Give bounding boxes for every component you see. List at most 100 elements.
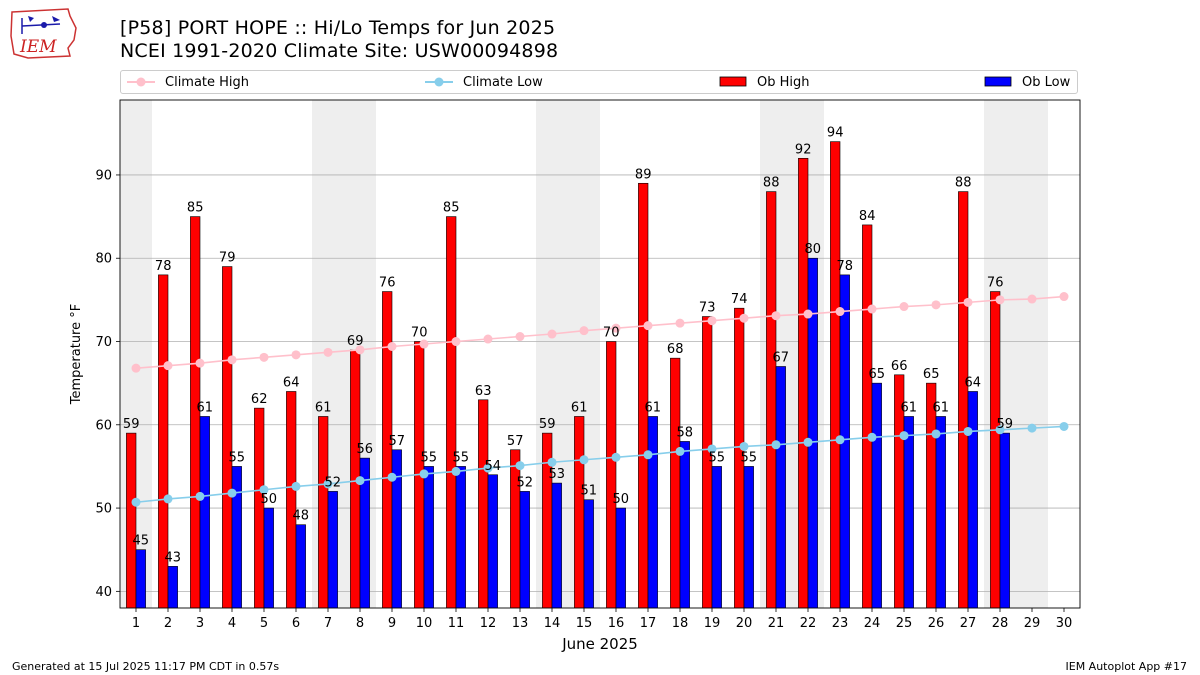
legend-label-ob-low: Ob Low (1022, 74, 1071, 90)
ob-high-bar (606, 341, 617, 608)
ob-low-bar (775, 366, 786, 608)
legend-item-ob-low: Ob Low (984, 71, 1070, 93)
y-axis-label: Temperature °F (69, 304, 84, 405)
ob-low-label: 57 (389, 434, 406, 449)
ob-high-bar (990, 291, 1001, 608)
ob-high-label: 59 (123, 417, 140, 432)
ob-high-label: 79 (219, 251, 236, 266)
x-tick-label: 7 (324, 616, 332, 631)
x-tick-label: 30 (1056, 616, 1073, 631)
ob-low-label: 52 (517, 475, 534, 490)
ob-low-bar (615, 507, 626, 608)
legend-swatch-climate-high (127, 77, 155, 87)
x-tick-label: 26 (928, 616, 945, 631)
climate-low-point (419, 469, 429, 479)
legend-item-climate-low: Climate Low (425, 71, 543, 93)
ob-low-bar (807, 257, 818, 608)
x-tick-label: 25 (896, 616, 913, 631)
ob-low-label: 61 (933, 400, 950, 415)
ob-high-bar (158, 274, 169, 608)
climate-high-point (291, 350, 301, 360)
legend-item-ob-high: Ob High (719, 71, 810, 93)
ob-high-bar (638, 182, 649, 608)
climate-low-point (163, 494, 173, 504)
x-tick-label: 8 (356, 616, 364, 631)
ob-low-label: 52 (325, 475, 342, 490)
ob-low-label: 61 (197, 400, 214, 415)
x-tick-label: 3 (196, 616, 204, 631)
x-tick-label: 2 (164, 616, 172, 631)
app-credit: IEM Autoplot App #17 (1065, 660, 1188, 673)
x-tick-label: 16 (608, 616, 625, 631)
x-tick-label: 4 (228, 616, 236, 631)
ob-low-bar (967, 391, 978, 608)
ob-low-label: 78 (837, 259, 854, 274)
climate-low-point (291, 481, 301, 491)
ob-low-bar (391, 449, 402, 608)
chart-legend: Climate High Climate Low Ob High Ob Low (120, 70, 1078, 94)
ob-high-label: 65 (923, 367, 940, 382)
x-tick-label: 22 (800, 616, 817, 631)
climate-high-point (963, 297, 973, 307)
x-tick-label: 21 (768, 616, 785, 631)
climate-high-point (355, 345, 365, 355)
climate-low-point (835, 435, 845, 445)
climate-low-point (195, 491, 205, 501)
climate-high-point (579, 326, 589, 336)
ob-low-bar (903, 416, 914, 608)
climate-high-point (1027, 294, 1037, 304)
climate-high-point (995, 295, 1005, 305)
ob-high-bar (670, 357, 681, 608)
ob-low-label: 59 (997, 417, 1014, 432)
climate-low-point (1059, 421, 1069, 431)
climate-low-point (483, 463, 493, 473)
climate-high-point (163, 361, 173, 371)
ob-low-label: 51 (581, 484, 598, 499)
climate-low-point (1027, 423, 1037, 433)
ob-low-label: 53 (549, 467, 566, 482)
climate-low-point (547, 457, 557, 467)
climate-low-point (803, 437, 813, 447)
ob-high-bar (510, 449, 521, 608)
climate-high-point (803, 309, 813, 319)
y-tick-label: 80 (95, 252, 112, 267)
logo-text: IEM (19, 37, 57, 57)
x-tick-label: 18 (672, 616, 689, 631)
ob-low-bar (519, 491, 530, 608)
ob-high-label: 89 (635, 167, 652, 182)
x-tick-label: 9 (388, 616, 396, 631)
x-tick-label: 23 (832, 616, 849, 631)
chart-subtitle: NCEI 1991-2020 Climate Site: USW00094898 (120, 40, 559, 62)
x-tick-label: 29 (1024, 616, 1041, 631)
ob-high-label: 85 (443, 201, 460, 216)
x-tick-label: 11 (448, 616, 465, 631)
ob-low-label: 43 (165, 550, 182, 565)
x-tick-label: 13 (512, 616, 529, 631)
x-tick-label: 19 (704, 616, 721, 631)
ob-high-label: 76 (379, 276, 396, 291)
ob-high-bar (798, 157, 809, 608)
climate-high-point (227, 355, 237, 365)
climate-low-point (739, 441, 749, 451)
ob-high-bar (958, 191, 969, 608)
x-tick-label: 5 (260, 616, 268, 631)
ob-low-label: 61 (645, 400, 662, 415)
climate-high-point (771, 311, 781, 321)
ob-high-bar (830, 141, 841, 608)
ob-high-label: 94 (827, 126, 844, 141)
legend-item-climate-high: Climate High (127, 71, 249, 93)
ob-low-label: 55 (229, 450, 246, 465)
ob-low-label: 45 (133, 534, 150, 549)
ob-high-label: 61 (571, 400, 588, 415)
climate-low-point (771, 440, 781, 450)
generated-timestamp: Generated at 15 Jul 2025 11:17 PM CDT in… (12, 660, 280, 673)
climate-high-point (419, 339, 429, 349)
ob-high-bar (222, 266, 233, 608)
x-tick-label: 6 (292, 616, 300, 631)
ob-high-bar (734, 307, 745, 608)
x-tick-label: 28 (992, 616, 1009, 631)
ob-low-bar (167, 566, 178, 608)
x-tick-label: 1 (132, 616, 140, 631)
climate-high-point (387, 342, 397, 352)
